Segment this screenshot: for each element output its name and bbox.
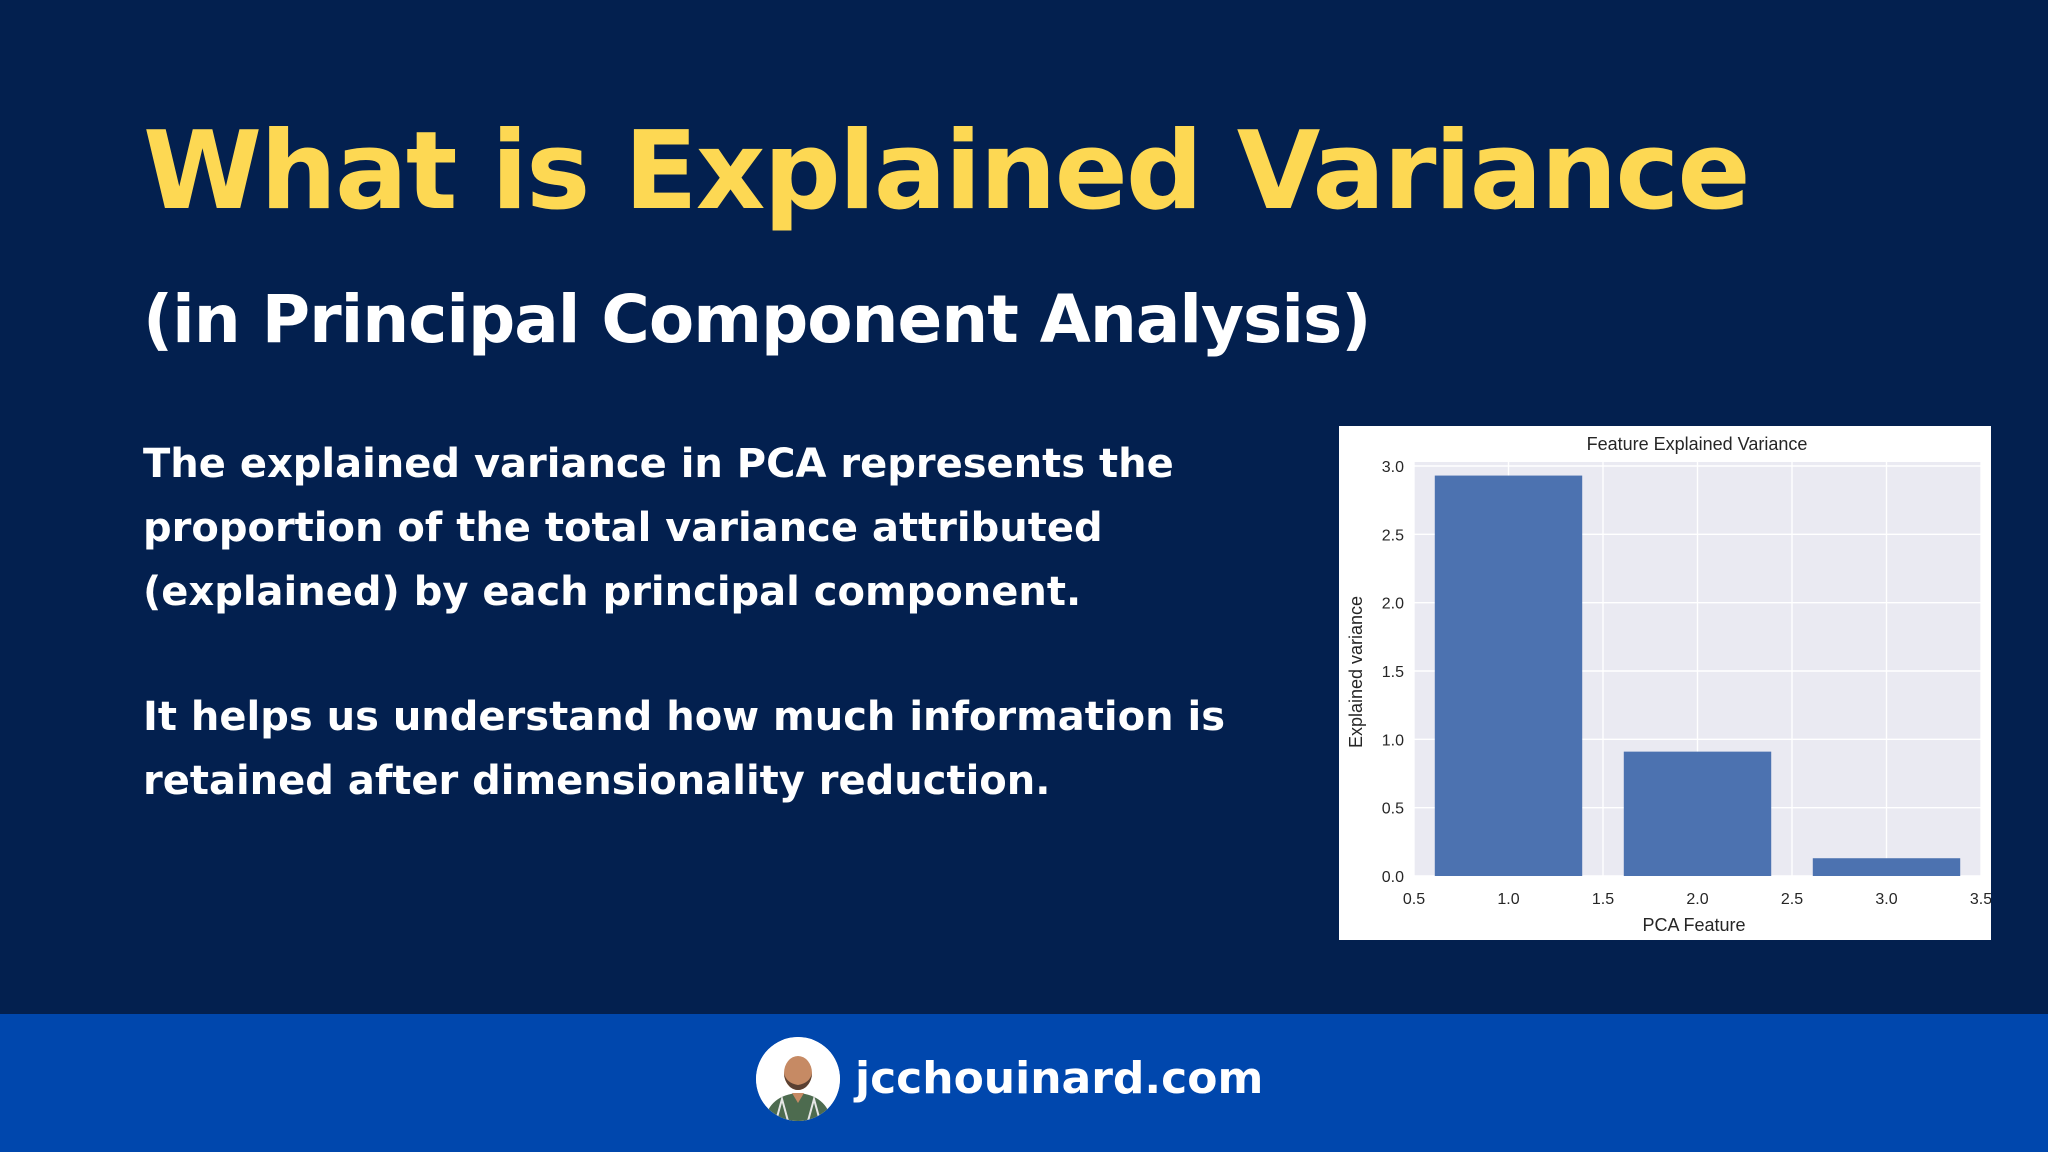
x-tick-label: 0.5 xyxy=(1403,891,1425,908)
y-tick-labels: 0.0 0.5 1.0 1.5 2.0 2.5 3.0 xyxy=(1382,459,1404,886)
explained-variance-chart: 0.5 1.0 1.5 2.0 2.5 3.0 3.5 0.0 0.5 1.0 1.5 2.0 2.5… xyxy=(1346,434,1991,935)
bar-feature-2 xyxy=(1623,751,1772,876)
x-axis-label: PCA Feature xyxy=(1642,915,1745,935)
y-tick-label: 1.5 xyxy=(1382,664,1404,681)
footer-bar xyxy=(0,1014,2048,1152)
y-tick-label: 3.0 xyxy=(1382,459,1404,476)
x-tick-label: 3.0 xyxy=(1875,891,1897,908)
x-tick-labels: 0.5 1.0 1.5 2.0 2.5 3.0 3.5 xyxy=(1403,891,1991,908)
author-avatar xyxy=(756,1037,840,1121)
x-tick-label: 2.0 xyxy=(1686,891,1708,908)
footer-site-link[interactable]: jcchouinard.com xyxy=(855,1053,1264,1104)
bar-feature-3 xyxy=(1812,858,1961,876)
paragraph-purpose: It helps us understand how much informat… xyxy=(143,694,1226,804)
page-title: What is Explained Variance xyxy=(143,109,1751,234)
x-tick-label: 1.0 xyxy=(1497,891,1519,908)
y-axis-label: Explained variance xyxy=(1346,596,1366,748)
bars xyxy=(1434,475,1961,876)
bar-feature-1 xyxy=(1434,475,1583,876)
y-tick-label: 0.0 xyxy=(1382,869,1404,886)
chart-card: 0.5 1.0 1.5 2.0 2.5 3.0 3.5 0.0 0.5 1.0 1.5 2.0 2.5… xyxy=(1339,426,1991,940)
y-tick-label: 1.0 xyxy=(1382,732,1404,749)
y-tick-label: 2.5 xyxy=(1382,527,1404,544)
x-tick-label: 2.5 xyxy=(1781,891,1803,908)
paragraph-definition: The explained variance in PCA represents… xyxy=(143,441,1174,615)
y-tick-label: 2.0 xyxy=(1382,596,1404,613)
x-tick-label: 1.5 xyxy=(1592,891,1614,908)
chart-title: Feature Explained Variance xyxy=(1587,434,1808,454)
y-tick-label: 0.5 xyxy=(1382,801,1404,818)
x-tick-label: 3.5 xyxy=(1970,891,1991,908)
page-subtitle: (in Principal Component Analysis) xyxy=(143,281,1371,358)
